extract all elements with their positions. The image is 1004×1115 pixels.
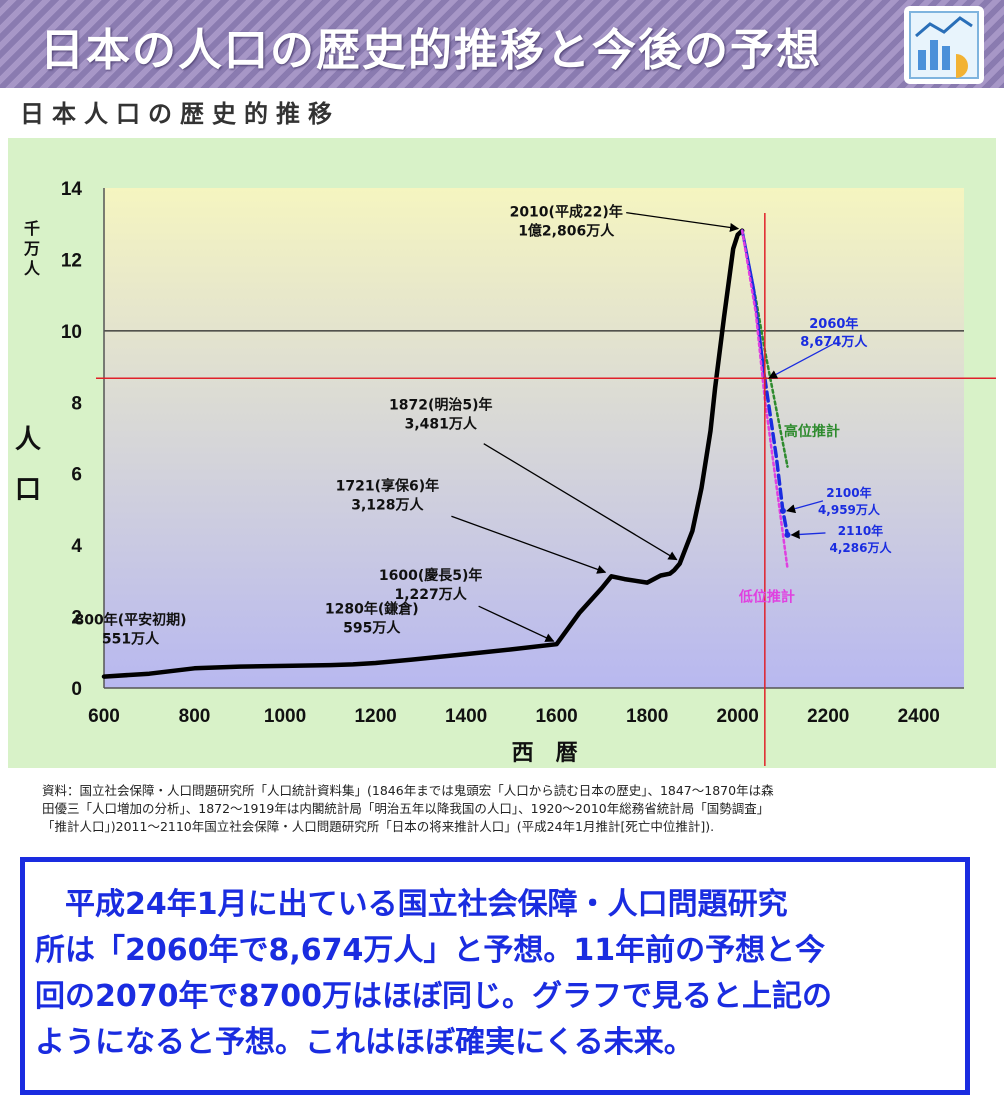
y-tick-label: 6 [71, 465, 82, 486]
data-annotation: 595万人 [343, 620, 401, 637]
data-annotation: 1億2,806万人 [518, 223, 615, 240]
projection-arrow [786, 500, 824, 514]
series-line [740, 229, 789, 570]
projection-point [779, 507, 786, 514]
annotation-arrow [478, 605, 555, 642]
x-tick-label: 2000 [717, 706, 759, 727]
data-annotation: 2060年 [809, 316, 858, 332]
chart-report-icon [904, 6, 984, 84]
page-title: 日本の人口の歴史的推移と今後の予想 [40, 25, 822, 76]
message-line: ようになると予想。これはほぼ確実にくる未来。 [35, 1025, 694, 1060]
data-annotation: 高位推計 [784, 423, 840, 440]
message-line: 回の2070年で8700万はほぼ同じ。グラフで見ると上記の [35, 979, 832, 1014]
y-tick-label: 0 [71, 679, 82, 700]
source-note: 資料：国立社会保障・人口問題研究所「人口統計資料集」(1846年までは鬼頭宏「人… [42, 782, 992, 836]
data-annotation: 3,481万人 [405, 416, 478, 433]
data-annotation: 4,959万人 [818, 502, 881, 517]
data-annotation: 1872(明治5)年 [389, 397, 493, 414]
series-line [740, 229, 789, 468]
x-tick-label: 1400 [445, 706, 487, 727]
chart-panel: 0 2 4 6 8 10 12 14 600 800 1000 1200 1400 1600 1800 200… [8, 138, 996, 768]
x-tick-label: 2400 [898, 706, 940, 727]
x-tick-label: 1600 [535, 706, 577, 727]
x-tick-label: 800 [179, 706, 211, 727]
y-unit-char: 人 [24, 259, 41, 278]
series-line [101, 228, 745, 679]
message-line: 所は「2060年で8,674万人」と予想。11年前の予想と今 [35, 933, 826, 968]
annotation-arrow [483, 443, 678, 561]
y-tick-label: 12 [61, 250, 82, 271]
message-line: 平成24年1月に出ている国立社会保障・人口問題研究 [35, 887, 788, 922]
y-axis-label-char: 人 [15, 425, 41, 455]
data-annotation: 3,128万人 [351, 496, 424, 513]
annotation-arrow [626, 211, 740, 232]
projection-arrow [768, 343, 834, 379]
population-chart: 0 2 4 6 8 10 12 14 600 800 1000 1200 1400 1600 1800 200… [15, 179, 996, 766]
projection-point [784, 531, 791, 538]
source-note-line: 田優三「人口増加の分析」、1872～1919年は内閣統計局「明治五年以降我国の人… [42, 801, 770, 816]
data-annotation: 2010(平成22)年 [510, 204, 623, 221]
projection-arrow [790, 529, 826, 539]
data-annotation: 4,286万人 [829, 540, 892, 555]
message-box: 平成24年1月に出ている国立社会保障・人口問題研究 所は「2060年で8,674… [20, 857, 970, 1095]
y-tick-label: 4 [71, 536, 82, 557]
data-annotation: 1600(慶長5)年 [379, 567, 483, 584]
x-tick-label: 1200 [354, 706, 396, 727]
message-text: 平成24年1月に出ている国立社会保障・人口問題研究 所は「2060年で8,674… [35, 882, 965, 1066]
data-annotation: 2100年 [826, 485, 871, 500]
x-tick-label: 2200 [807, 706, 849, 727]
data-annotation: 8,674万人 [800, 334, 868, 350]
x-tick-label: 1000 [264, 706, 306, 727]
x-axis-label: 西 暦 [512, 741, 578, 766]
data-annotation: 800年(平安初期) [75, 611, 187, 628]
y-tick-label: 10 [61, 322, 82, 343]
x-tick-label: 600 [88, 706, 120, 727]
data-annotation: 1721(享保6)年 [336, 477, 440, 494]
y-axis-label-char: 口 [15, 475, 41, 505]
data-annotation: 551万人 [102, 630, 160, 647]
x-tick-label: 1800 [626, 706, 668, 727]
data-annotation: 2110年 [838, 523, 883, 538]
y-unit-char: 万 [23, 239, 40, 258]
source-note-line: 「推計人口」)2011～2110年国立社会保障・人口問題研究所「日本の将来推計人… [42, 819, 715, 834]
y-tick-label: 8 [71, 393, 82, 414]
source-note-line: 資料：国立社会保障・人口問題研究所「人口統計資料集」(1846年までは鬼頭宏「人… [42, 783, 774, 798]
plot-area [104, 188, 964, 688]
y-tick-label: 14 [61, 179, 83, 200]
data-annotation: 1280年(鎌倉) [325, 601, 419, 618]
data-annotation: 低位推計 [738, 589, 795, 606]
y-unit-char: 千 [24, 219, 40, 238]
annotation-arrow [451, 515, 607, 574]
title-banner: 日本の人口の歴史的推移と今後の予想 [0, 0, 1004, 88]
data-annotation: 1,227万人 [394, 586, 467, 603]
chart-subtitle: 日本人口の歴史的推移 [20, 100, 340, 128]
series-line [763, 376, 790, 537]
y-tick-label: 2 [71, 608, 82, 629]
